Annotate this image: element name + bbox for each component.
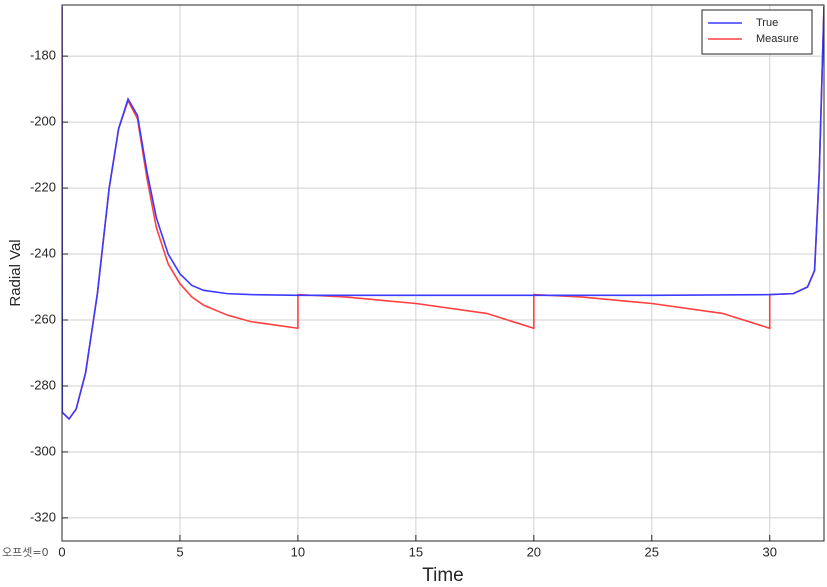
y-tick-label: -280 bbox=[30, 377, 56, 392]
x-tick-label: 5 bbox=[176, 544, 183, 559]
series-line bbox=[62, 6, 824, 421]
axes-frame bbox=[61, 4, 825, 542]
legend-box bbox=[701, 9, 813, 55]
y-axis-label: Radial Val bbox=[7, 239, 24, 306]
x-tick-label: 25 bbox=[645, 544, 659, 559]
legend-label: Measure bbox=[756, 33, 799, 45]
lines bbox=[62, 6, 824, 421]
y-tick-label: -260 bbox=[30, 311, 56, 326]
x-tick-label: 15 bbox=[409, 544, 423, 559]
offset-note: 오프셋=0 bbox=[2, 546, 49, 559]
legend: True Measure bbox=[701, 9, 813, 55]
x-tick-label: 0 bbox=[58, 544, 65, 559]
y-tick-label: -320 bbox=[30, 509, 56, 524]
x-tick-label: 30 bbox=[763, 544, 777, 559]
y-tick-label: -240 bbox=[30, 245, 56, 260]
grid bbox=[61, 5, 824, 541]
y-tick-label: -180 bbox=[30, 48, 56, 63]
plot-area bbox=[62, 5, 824, 541]
y-tick-label: -300 bbox=[30, 443, 56, 458]
ticks: 0 5 10 15 20 25 30 -320 -300 -280 -260 -240 -220 -200… bbox=[30, 48, 777, 560]
y-tick-label: -220 bbox=[30, 180, 56, 195]
x-axis-label: Time bbox=[422, 565, 464, 586]
x-tick-label: 20 bbox=[527, 544, 541, 559]
legend-label: True bbox=[756, 17, 778, 29]
x-tick-label: 10 bbox=[291, 544, 305, 559]
y-tick-label: -200 bbox=[30, 114, 56, 129]
